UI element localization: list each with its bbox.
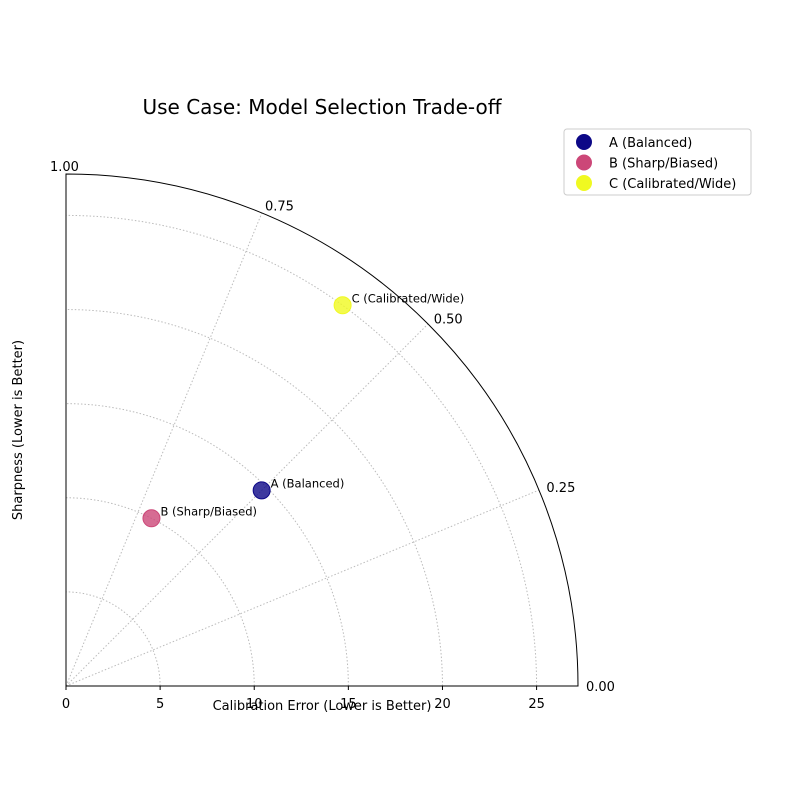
point-label: A (Balanced) [271, 476, 345, 490]
x-tick-label: 10 [246, 697, 263, 712]
angular-gridline [65, 212, 263, 687]
data-point [333, 296, 352, 315]
data-point [252, 481, 271, 500]
angular-gridline [65, 489, 540, 687]
x-axis-label: Calibration Error (Lower is Better) [213, 699, 432, 714]
x-tick-label: 15 [340, 697, 357, 712]
legend-entry: C (Calibrated/Wide) [609, 177, 736, 192]
radial-gridline [65, 591, 161, 687]
chart-title: Use Case: Model Selection Trade-off [142, 95, 502, 119]
x-tick-label: 5 [156, 697, 164, 712]
x-tick-label: 25 [528, 697, 545, 712]
y-axis-label: Sharpness (Lower is Better) [11, 340, 26, 520]
legend-marker [576, 134, 592, 150]
data-point [142, 509, 161, 528]
radial-gridline [65, 497, 255, 687]
legend-entry: A (Balanced) [609, 136, 692, 151]
point-label: C (Calibrated/Wide) [352, 291, 465, 305]
plot-frame [65, 173, 579, 687]
legend-entry: B (Sharp/Biased) [609, 157, 718, 172]
angle-tick-label: 0.00 [586, 680, 615, 695]
legend-marker [576, 154, 592, 171]
angular-gridline [65, 323, 429, 687]
grid: 0 5 10 15 20 25 0.00 0.25 0.50 0.75 1.00 [50, 160, 615, 712]
x-tick-label: 0 [62, 697, 70, 712]
radial-gridline [65, 309, 443, 687]
angle-tick-label: 1.00 [50, 160, 79, 175]
data-points: A (Balanced) B (Sharp/Biased) C (Calibrate… [142, 291, 465, 528]
legend-box [563, 128, 752, 196]
angle-tick-label: 0.25 [546, 481, 575, 496]
legend: A (Balanced) B (Sharp/Biased) C (Calibrate… [563, 128, 752, 196]
point-label: B (Sharp/Biased) [160, 504, 257, 518]
radial-gridline [65, 214, 538, 687]
x-tick-label: 20 [434, 697, 451, 712]
angle-tick-label: 0.50 [434, 312, 463, 327]
angle-tick-label: 0.75 [265, 200, 294, 215]
legend-marker [576, 175, 592, 191]
